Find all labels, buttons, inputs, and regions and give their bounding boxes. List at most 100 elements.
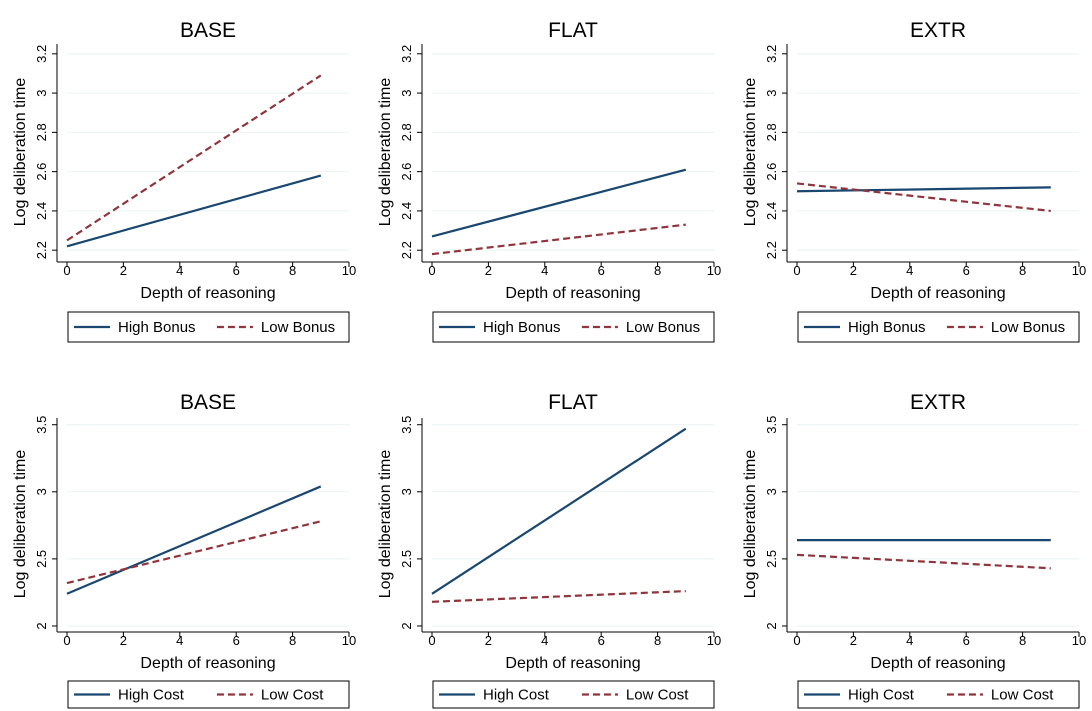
y-tick-label: 3.5 (399, 416, 414, 434)
chart-panel-6: 2 2.5 3 3.5 0 2 4 6 8 10 EXTR Depth of reasoning Log… (742, 391, 1086, 709)
x-tick-label: 4 (906, 263, 913, 278)
panel-title: EXTR (910, 19, 966, 42)
chart-panel-1: 2.2 2.4 2.6 2.8 3 3.2 0 2 4 6 8 10 BASE Depth of reas… (12, 19, 356, 343)
chart-panel-3: 2.2 2.4 2.6 2.8 3 3.2 0 2 4 6 8 10 EXTR Depth of reas… (742, 19, 1086, 343)
y-tick-label: 2 (34, 622, 49, 629)
series-line-high (66, 174, 322, 248)
legend-label-high: High Bonus (848, 319, 926, 336)
legend-box (797, 311, 1080, 343)
x-tick-label: 8 (654, 633, 661, 648)
legend-label-low: Low Cost (626, 687, 689, 704)
y-tick-label: 2.4 (399, 202, 414, 220)
legend-label-low: Low Bonus (261, 319, 335, 336)
y-tick-label: 3 (764, 488, 779, 495)
series-line-low (431, 223, 686, 256)
legend-label-low: Low Bonus (626, 319, 700, 336)
panel-title: BASE (180, 391, 236, 414)
legend-label-low: Low Cost (991, 687, 1054, 704)
x-tick-label: 6 (233, 633, 240, 648)
y-axis-label: Log deliberation time (377, 78, 394, 227)
x-tick-label: 4 (176, 633, 183, 648)
y-tick-label: 3 (764, 89, 779, 96)
x-axis-label: Depth of reasoning (140, 285, 275, 302)
y-tick-label: 2.5 (764, 550, 779, 568)
y-tick-label: 2.6 (399, 163, 414, 181)
x-tick-label: 0 (63, 633, 70, 648)
x-tick-label: 10 (1072, 263, 1086, 278)
series-line-low (66, 520, 322, 585)
x-axis-label: Depth of reasoning (140, 655, 275, 672)
y-tick-label: 3 (399, 488, 414, 495)
y-tick-label: 3.5 (764, 416, 779, 434)
x-tick-label: 10 (342, 633, 356, 648)
x-tick-label: 10 (707, 633, 721, 648)
y-tick-label: 2.6 (34, 163, 49, 181)
series-line-low (431, 589, 686, 603)
legend-label-high: High Cost (848, 687, 915, 704)
y-tick-label: 2.2 (399, 241, 414, 259)
y-axis-label: Log deliberation time (742, 450, 759, 599)
y-axis-label: Log deliberation time (12, 78, 29, 227)
x-tick-label: 6 (963, 633, 970, 648)
y-tick-label: 2.8 (764, 123, 779, 141)
chart-panel-2: 2.2 2.4 2.6 2.8 3 3.2 0 2 4 6 8 10 FLAT Depth of reas… (377, 19, 721, 343)
y-tick-label: 2 (399, 622, 414, 629)
legend: High Cost Low Cost (797, 680, 1080, 709)
y-tick-label: 3.2 (34, 45, 49, 63)
series-line-low (796, 182, 1051, 213)
legend-label-low: Low Cost (261, 687, 324, 704)
y-tick-label: 3.5 (34, 416, 49, 434)
legend-label-high: High Bonus (483, 319, 561, 336)
legend-box (797, 680, 1080, 709)
x-tick-label: 0 (428, 633, 435, 648)
y-axis-label: Log deliberation time (12, 450, 29, 599)
x-tick-label: 4 (541, 633, 548, 648)
x-tick-label: 0 (63, 263, 70, 278)
x-tick-label: 8 (289, 633, 296, 648)
legend-label-low: Low Bonus (991, 319, 1065, 336)
x-tick-label: 6 (598, 263, 605, 278)
chart-panel-4: 2 2.5 3 3.5 0 2 4 6 8 10 BASE Depth of reasoning Log… (12, 391, 356, 709)
x-tick-label: 4 (176, 263, 183, 278)
legend-box (432, 680, 715, 709)
x-axis-label: Depth of reasoning (505, 655, 640, 672)
y-tick-label: 3.2 (764, 45, 779, 63)
x-tick-label: 10 (1072, 633, 1086, 648)
x-tick-label: 10 (342, 263, 356, 278)
x-tick-label: 4 (541, 263, 548, 278)
legend: High Cost Low Cost (67, 680, 350, 709)
x-tick-label: 2 (120, 633, 127, 648)
panel-title: EXTR (910, 391, 966, 414)
series-line-high (431, 427, 687, 595)
y-tick-label: 2.8 (399, 123, 414, 141)
legend: High Bonus Low Bonus (797, 311, 1080, 343)
legend: High Bonus Low Bonus (67, 311, 350, 343)
x-tick-label: 6 (598, 633, 605, 648)
x-tick-label: 4 (906, 633, 913, 648)
x-tick-label: 10 (707, 263, 721, 278)
x-axis-label: Depth of reasoning (505, 285, 640, 302)
series-line-high (431, 168, 687, 238)
y-tick-label: 2 (764, 622, 779, 629)
x-tick-label: 6 (963, 263, 970, 278)
y-tick-label: 2.5 (34, 550, 49, 568)
x-tick-label: 8 (1019, 633, 1026, 648)
x-tick-label: 2 (850, 263, 857, 278)
panel-title: FLAT (548, 19, 598, 42)
x-tick-label: 2 (485, 633, 492, 648)
x-axis-label: Depth of reasoning (870, 285, 1005, 302)
y-tick-label: 3 (34, 488, 49, 495)
x-axis-label: Depth of reasoning (870, 655, 1005, 672)
x-tick-label: 6 (233, 263, 240, 278)
panel-title: FLAT (548, 391, 598, 414)
x-tick-label: 2 (850, 633, 857, 648)
legend-box (432, 311, 715, 343)
y-tick-label: 2.8 (34, 123, 49, 141)
legend-box (67, 311, 350, 343)
series-line-high (796, 186, 1051, 193)
x-tick-label: 8 (289, 263, 296, 278)
legend-box (67, 680, 350, 709)
panel-title: BASE (180, 19, 236, 42)
y-tick-label: 2.4 (34, 202, 49, 220)
